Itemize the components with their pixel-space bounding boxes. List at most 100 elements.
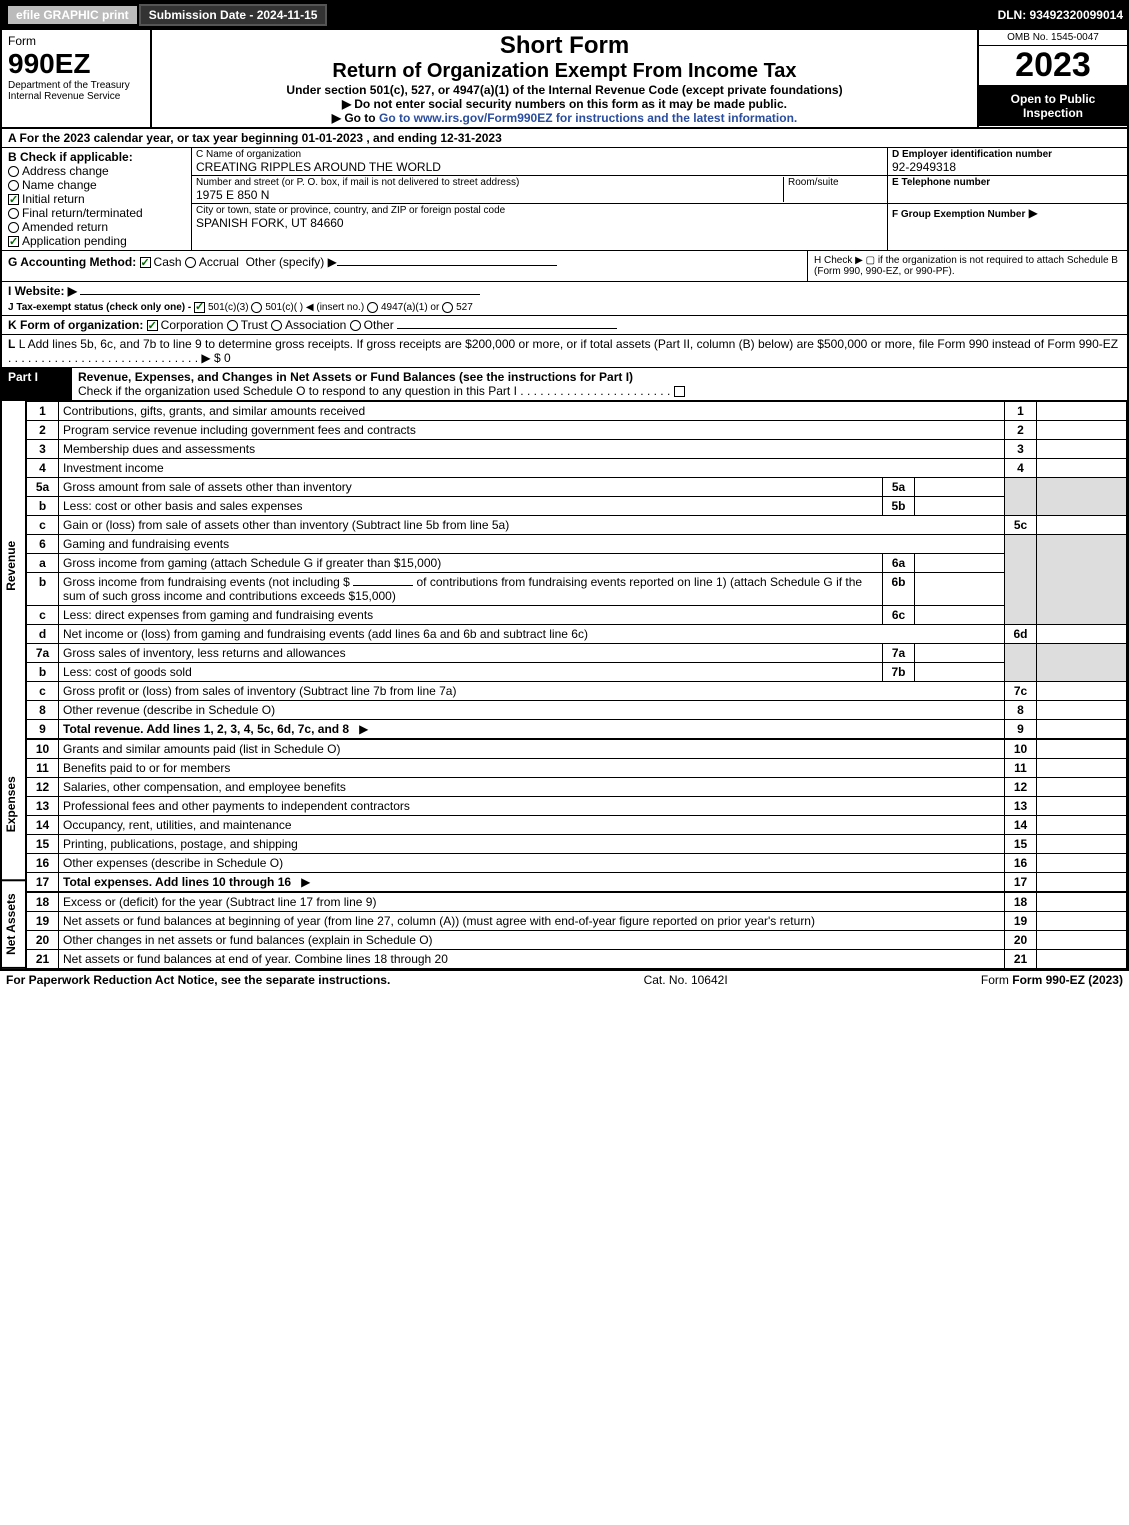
g-accounting-label: G Accounting Method: (8, 255, 136, 269)
g-cash-checkbox[interactable] (140, 257, 151, 268)
k-corporation-checkbox[interactable] (147, 320, 158, 331)
revenue-section-label: Revenue (2, 401, 25, 730)
org-address: 1975 E 850 N (196, 188, 783, 202)
line-9: 9Total revenue. Add lines 1, 2, 3, 4, 5c… (27, 720, 1127, 740)
line-8: 8Other revenue (describe in Schedule O)8 (27, 701, 1127, 720)
check-address-change[interactable]: Address change (8, 164, 185, 178)
form-word: Form (8, 34, 144, 48)
open-public-inspection: Open to Public Inspection (979, 86, 1127, 126)
line-3: 3Membership dues and assessments3 (27, 440, 1127, 459)
org-city-state-zip: SPANISH FORK, UT 84660 (196, 216, 883, 230)
line-5b: bLess: cost or other basis and sales exp… (27, 497, 1127, 516)
top-bar: efile GRAPHIC print Submission Date - 20… (2, 2, 1127, 30)
check-amended-return[interactable]: Amended return (8, 220, 185, 234)
section-b-through-f: B Check if applicable: Address change Na… (2, 148, 1127, 251)
line-k-org-form: K Form of organization: Corporation Trus… (2, 316, 1127, 335)
line-13: 13Professional fees and other payments t… (27, 797, 1127, 816)
form-header: Form 990EZ Department of the Treasury In… (2, 30, 1127, 129)
catalog-number: Cat. No. 10642I (644, 973, 728, 987)
check-final-return[interactable]: Final return/terminated (8, 206, 185, 220)
form-990ez-page: efile GRAPHIC print Submission Date - 20… (0, 0, 1129, 971)
irs-link[interactable]: Go to www.irs.gov/Form990EZ for instruct… (379, 111, 797, 125)
dln-label: DLN: 93492320099014 (998, 8, 1123, 22)
check-initial-return[interactable]: Initial return (8, 192, 185, 206)
b-label: B Check if applicable: (8, 150, 185, 164)
line-i-website: I Website: ▶ (2, 282, 1127, 300)
g-cash-label: Cash (154, 255, 182, 269)
g-other-label: Other (specify) (246, 255, 325, 269)
form-number: 990EZ (8, 48, 144, 80)
d-ein-label: D Employer identification number (892, 149, 1123, 160)
line-6b: bGross income from fundraising events (n… (27, 573, 1127, 606)
line-6c: cLess: direct expenses from gaming and f… (27, 606, 1127, 625)
part-i-schedule-o-checkbox[interactable] (674, 386, 685, 397)
main-title: Return of Organization Exempt From Incom… (158, 60, 971, 83)
j-527-radio[interactable] (442, 302, 453, 313)
part-i-heading: Revenue, Expenses, and Changes in Net As… (78, 370, 633, 384)
line-10: 10Grants and similar amounts paid (list … (27, 739, 1127, 759)
line-17: 17Total expenses. Add lines 10 through 1… (27, 873, 1127, 893)
c-name-label: C Name of organization (196, 149, 883, 160)
part-i-label: Part I (2, 368, 72, 400)
dept-treasury-label: Department of the Treasury (8, 80, 144, 91)
h-schedule-b-note: H Check ▶ ▢ if the organization is not r… (807, 251, 1127, 281)
line-20: 20Other changes in net assets or fund ba… (27, 931, 1127, 950)
f-group-exemption-label: F Group Exemption Number (892, 209, 1025, 220)
line-16: 16Other expenses (describe in Schedule O… (27, 854, 1127, 873)
part-i-table: Revenue Expenses Net Assets 1Contributio… (2, 401, 1127, 969)
line-7b: bLess: cost of goods sold7b (27, 663, 1127, 682)
part-i-schedule-o-note: Check if the organization used Schedule … (78, 384, 517, 398)
short-form-title: Short Form (158, 32, 971, 60)
k-association-radio[interactable] (271, 320, 282, 331)
line-5a: 5aGross amount from sale of assets other… (27, 478, 1127, 497)
line-5c: cGain or (loss) from sale of assets othe… (27, 516, 1127, 535)
subtitle: Under section 501(c), 527, or 4947(a)(1)… (158, 83, 971, 97)
line-j-tax-exempt: J Tax-exempt status (check only one) - 5… (2, 300, 1127, 316)
j-501c-radio[interactable] (251, 302, 262, 313)
line-1: 1Contributions, gifts, grants, and simil… (27, 402, 1127, 421)
part-i-header: Part I Revenue, Expenses, and Changes in… (2, 368, 1127, 401)
j-4947-radio[interactable] (367, 302, 378, 313)
g-accrual-radio[interactable] (185, 257, 196, 268)
line-l-amount: $ 0 (214, 351, 231, 365)
e-telephone-label: E Telephone number (892, 177, 1123, 188)
tax-year: 2023 (979, 46, 1127, 86)
ein-value: 92-2949318 (892, 160, 1123, 174)
page-footer: For Paperwork Reduction Act Notice, see … (0, 971, 1129, 989)
irs-label: Internal Revenue Service (8, 91, 144, 102)
org-name: CREATING RIPPLES AROUND THE WORLD (196, 160, 883, 174)
line-21: 21Net assets or fund balances at end of … (27, 950, 1127, 969)
line-19: 19Net assets or fund balances at beginni… (27, 912, 1127, 931)
check-name-change[interactable]: Name change (8, 178, 185, 192)
line-a-tax-year: A For the 2023 calendar year, or tax yea… (2, 129, 1127, 148)
line-2: 2Program service revenue including gover… (27, 421, 1127, 440)
efile-print-button[interactable]: efile GRAPHIC print (6, 4, 139, 26)
lines-table: 1Contributions, gifts, grants, and simil… (26, 401, 1127, 969)
k-other-radio[interactable] (350, 320, 361, 331)
line-12: 12Salaries, other compensation, and empl… (27, 778, 1127, 797)
line-11: 11Benefits paid to or for members11 (27, 759, 1127, 778)
pra-notice: For Paperwork Reduction Act Notice, see … (6, 973, 390, 987)
g-accrual-label: Accrual (199, 255, 239, 269)
expenses-section-label: Expenses (2, 730, 25, 881)
k-trust-radio[interactable] (227, 320, 238, 331)
ssn-warning: Do not enter social security numbers on … (158, 97, 971, 111)
line-4: 4Investment income4 (27, 459, 1127, 478)
check-application-pending[interactable]: Application pending (8, 234, 185, 248)
omb-number: OMB No. 1545-0047 (979, 30, 1127, 46)
form-ref: Form Form 990-EZ (2023) (981, 973, 1123, 987)
submission-date-chip: Submission Date - 2024-11-15 (139, 4, 328, 26)
net-assets-section-label: Net Assets (2, 881, 25, 969)
line-18: 18Excess or (deficit) for the year (Subt… (27, 892, 1127, 912)
c-city-label: City or town, state or province, country… (196, 205, 883, 216)
j-501c3-checkbox[interactable] (194, 302, 205, 313)
room-suite-label: Room/suite (783, 177, 883, 202)
goto-instruction: ▶ Go to Go to www.irs.gov/Form990EZ for … (158, 111, 971, 125)
line-7c: cGross profit or (loss) from sales of in… (27, 682, 1127, 701)
line-6: 6Gaming and fundraising events (27, 535, 1127, 554)
c-address-label: Number and street (or P. O. box, if mail… (196, 177, 783, 188)
line-7a: 7aGross sales of inventory, less returns… (27, 644, 1127, 663)
section-g-h: G Accounting Method: Cash Accrual Other … (2, 251, 1127, 282)
line-l-gross-receipts: L L Add lines 5b, 6c, and 7b to line 9 t… (2, 335, 1127, 368)
line-6a: aGross income from gaming (attach Schedu… (27, 554, 1127, 573)
